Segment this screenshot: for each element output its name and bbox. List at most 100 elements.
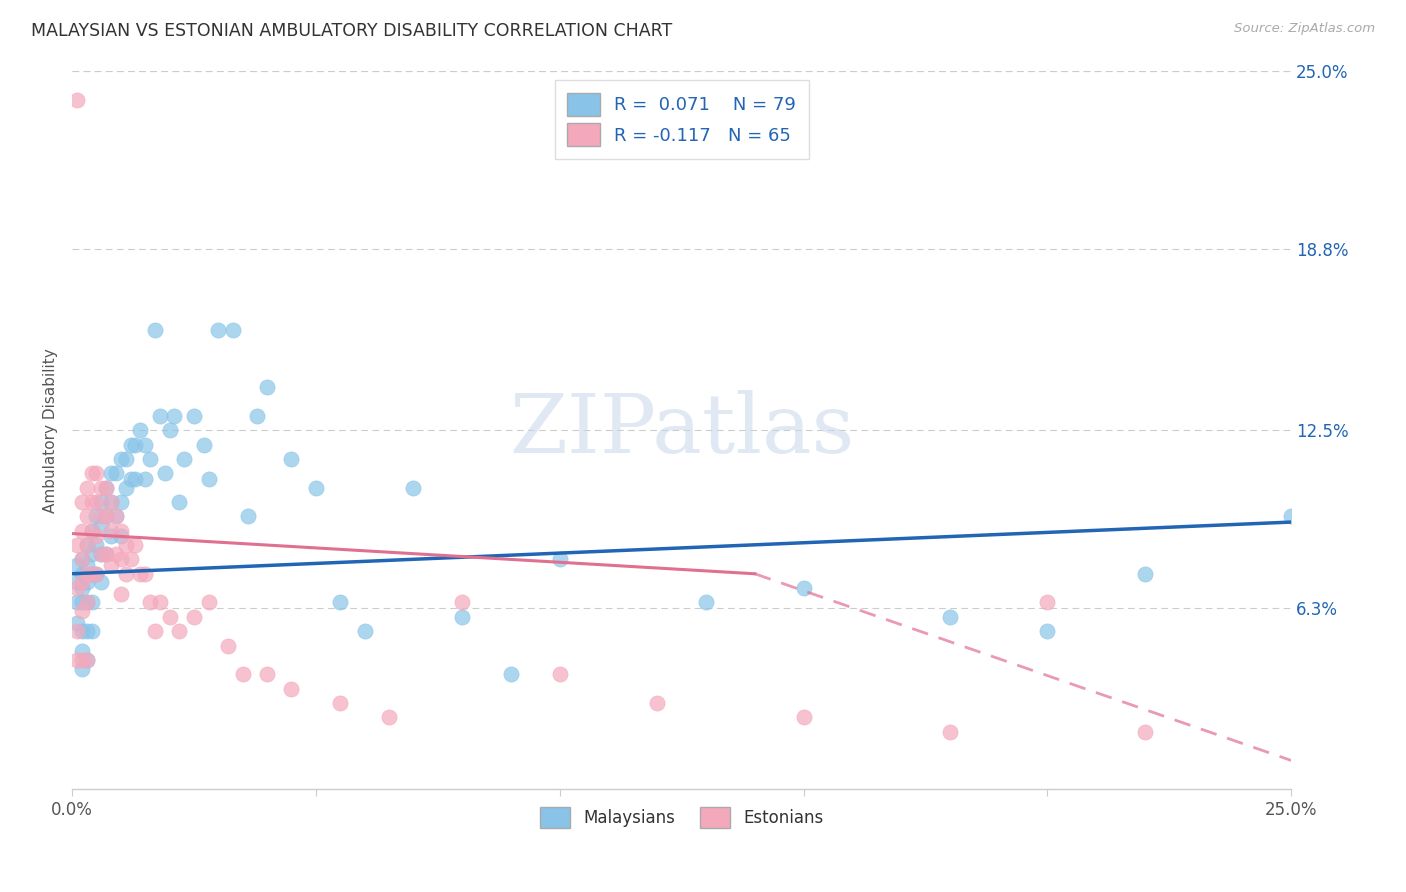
Point (70, 552, 93, 566)
Point (256, 667, 278, 681)
Point (124, 437, 146, 451)
Point (163, 409, 186, 423)
Point (80, 566, 103, 581)
Point (104, 467, 127, 481)
Point (548, 667, 571, 681)
Point (86, 467, 108, 481)
Point (159, 423, 181, 437)
Point (66, 538, 89, 552)
Point (76, 653, 98, 667)
Point (451, 610, 474, 624)
Point (197, 472, 219, 486)
Point (90, 517, 112, 532)
Point (70, 653, 93, 667)
Point (114, 538, 136, 552)
Point (76, 595, 98, 609)
Point (76, 653, 98, 667)
Point (66, 624, 89, 639)
Point (80, 595, 103, 609)
Point (329, 595, 352, 609)
Point (86, 538, 108, 552)
Point (76, 595, 98, 609)
Point (66, 575, 89, 590)
Point (402, 481, 425, 495)
Point (153, 467, 176, 481)
Point (66, 653, 89, 667)
Point (232, 667, 254, 681)
Point (100, 529, 122, 543)
Point (76, 575, 98, 590)
Point (90, 547, 112, 561)
Point (100, 495, 122, 509)
Point (100, 524, 122, 538)
Point (173, 451, 195, 466)
Point (70, 552, 93, 566)
Point (70, 566, 93, 581)
Point (499, 667, 522, 681)
Point (94, 509, 117, 524)
Point (90, 575, 112, 590)
Point (645, 696, 668, 710)
Point (76, 558, 98, 573)
Point (70, 604, 93, 618)
Point (86, 529, 108, 543)
Point (94, 481, 117, 495)
Legend: Malaysians, Estonians: Malaysians, Estonians (533, 800, 830, 835)
Point (66, 93, 89, 107)
Point (90, 481, 112, 495)
Point (169, 495, 191, 509)
Point (695, 595, 717, 609)
Point (104, 509, 127, 524)
Point (80, 495, 103, 509)
Point (110, 552, 132, 566)
Point (793, 710, 815, 724)
Point (80, 547, 103, 561)
Point (70, 581, 93, 595)
Point (114, 451, 136, 466)
Point (94, 509, 117, 524)
Point (100, 558, 122, 573)
Point (76, 481, 98, 495)
Point (1133, 724, 1156, 739)
Point (134, 566, 156, 581)
Point (94, 547, 117, 561)
Point (149, 409, 172, 423)
Point (793, 581, 815, 595)
Point (120, 472, 142, 486)
Point (70, 495, 93, 509)
Point (1036, 595, 1059, 609)
Point (94, 547, 117, 561)
Point (329, 696, 352, 710)
Point (353, 624, 375, 639)
Point (86, 566, 108, 581)
Point (120, 552, 142, 566)
Point (80, 524, 103, 538)
Point (236, 509, 259, 524)
Point (256, 380, 278, 394)
Point (76, 566, 98, 581)
Point (110, 451, 132, 466)
Point (70, 644, 93, 658)
Point (76, 624, 98, 639)
Point (110, 529, 132, 543)
Point (159, 610, 181, 624)
Point (124, 472, 146, 486)
Point (124, 538, 146, 552)
Point (548, 552, 571, 566)
Point (70, 624, 93, 639)
Point (110, 587, 132, 601)
Point (94, 481, 117, 495)
Point (139, 595, 162, 609)
Point (939, 724, 962, 739)
Point (70, 595, 93, 609)
Point (66, 595, 89, 609)
Point (66, 581, 89, 595)
Point (86, 509, 108, 524)
Point (76, 509, 98, 524)
Point (100, 467, 122, 481)
Point (217, 639, 239, 653)
Point (280, 451, 302, 466)
Point (1133, 566, 1156, 581)
Point (143, 323, 166, 337)
Point (134, 472, 156, 486)
